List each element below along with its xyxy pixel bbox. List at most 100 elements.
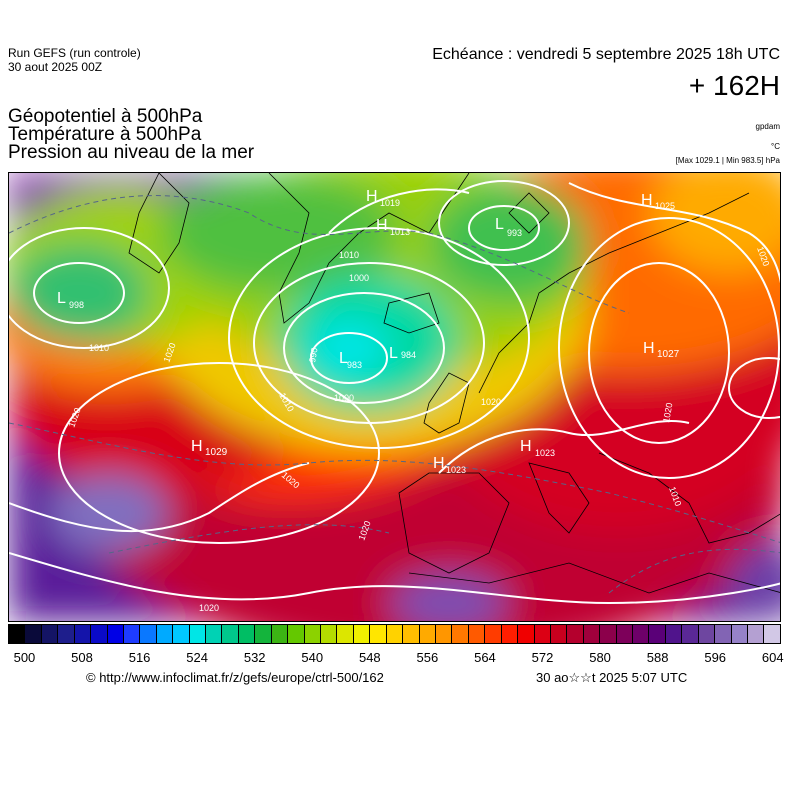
color-swatch: [403, 625, 420, 643]
color-swatch: [123, 625, 141, 643]
color-swatch: [353, 625, 371, 643]
isobar-label: 1020: [481, 397, 501, 407]
color-swatch: [518, 625, 535, 643]
color-swatch: [321, 625, 338, 643]
color-scale-tick: 556: [416, 650, 439, 665]
color-swatch: [91, 625, 108, 643]
high-center: H: [376, 217, 388, 234]
map-canvas: H 1019 H 1013 L 993 L 998 L 983 L 984 H …: [9, 173, 780, 621]
run-date: 30 aout 2025 00Z: [8, 60, 103, 74]
color-swatch: [337, 625, 354, 643]
color-swatch: [649, 625, 666, 643]
field-temperature: Température à 500hPa: [8, 124, 202, 145]
run-model: Run GEFS (run controle): [8, 46, 141, 60]
field-titles: Géopotentiel à 500hPa Température à 500h…: [8, 106, 255, 163]
high-center: H: [641, 192, 653, 209]
low-center: L: [57, 290, 66, 307]
high-center-value: 1013: [390, 227, 410, 237]
high-center: H: [643, 340, 655, 357]
high-center-value: 1027: [657, 349, 680, 360]
color-swatch: [9, 625, 26, 643]
color-scale-tick: 540: [301, 650, 324, 665]
color-swatch: [156, 625, 174, 643]
color-swatch: [386, 625, 404, 643]
color-scale-tick: 580: [589, 650, 611, 665]
low-center: L: [339, 350, 348, 367]
isobar-label: 1020: [661, 402, 674, 423]
color-scale-tick: 532: [243, 650, 266, 665]
color-swatch: [485, 625, 502, 643]
field-pressure: Pression au niveau de la mer: [8, 142, 255, 163]
high-center-value: 1025: [655, 201, 675, 211]
color-scale-tick: 524: [186, 650, 208, 665]
color-swatch: [764, 625, 780, 643]
color-swatch: [255, 625, 272, 643]
color-swatch: [567, 625, 584, 643]
color-scale-tick: 500: [13, 650, 36, 665]
isobar-label: 1010: [89, 343, 109, 353]
color-swatch: [698, 625, 716, 643]
color-swatch: [452, 625, 469, 643]
color-scale-tick: 564: [474, 650, 496, 665]
lead-time: + 162H: [688, 70, 780, 101]
isobar-label: 1010: [339, 250, 359, 260]
color-swatch: [419, 625, 436, 643]
color-scale-tick: 508: [71, 650, 93, 665]
geopotential-shading: [9, 173, 780, 621]
color-scale: [8, 624, 781, 644]
color-scale-tick: 604: [761, 650, 784, 665]
color-scale-tick: 548: [358, 650, 381, 665]
color-swatch: [304, 625, 322, 643]
color-swatch: [173, 625, 190, 643]
field-geopotential: Géopotentiel à 500hPa: [8, 106, 203, 127]
low-center-value: 998: [69, 300, 84, 310]
color-swatch: [468, 625, 486, 643]
generated-time: 30 ao☆☆t 2025 5:07 UTC: [536, 670, 688, 685]
low-center: L: [389, 345, 398, 362]
color-swatch: [501, 625, 519, 643]
color-swatch: [74, 625, 92, 643]
isobar-label: 1000: [349, 273, 369, 283]
color-swatch: [633, 625, 650, 643]
color-swatch: [25, 625, 42, 643]
low-center: L: [495, 216, 504, 233]
isotherms: [9, 195, 780, 594]
unit-gpdam: gpdam: [755, 122, 780, 131]
color-swatch: [238, 625, 256, 643]
color-scale-tick: 516: [128, 650, 151, 665]
color-swatch: [222, 625, 239, 643]
color-swatch: [435, 625, 453, 643]
source-credit: © http://www.infoclimat.fr/z/gefs/europe…: [86, 670, 384, 685]
low-center-value: 993: [507, 228, 522, 238]
high-center: H: [191, 438, 203, 455]
isobar-label: 1000: [334, 393, 354, 403]
high-center-value: 1029: [205, 447, 228, 458]
color-swatch: [58, 625, 75, 643]
high-center-value: 1023: [535, 448, 555, 458]
color-swatch: [206, 625, 223, 643]
low-center-value: 984: [401, 350, 416, 360]
run-info: Run GEFS (run controle) 30 aout 2025 00Z: [8, 46, 141, 74]
color-scale-tick: 596: [704, 650, 727, 665]
color-swatch: [747, 625, 765, 643]
color-swatch: [682, 625, 699, 643]
high-center-value: 1019: [380, 198, 400, 208]
min-max-pressure: [Max 1029.1 | Min 983.5] hPa: [675, 156, 780, 165]
color-swatch: [41, 625, 59, 643]
forecast-valid-time: Echéance : vendredi 5 septembre 2025 18h…: [432, 46, 780, 63]
isobar-label: 1020: [199, 603, 219, 613]
color-swatch: [370, 625, 387, 643]
color-swatch: [616, 625, 634, 643]
color-swatch: [107, 625, 124, 643]
color-swatch: [271, 625, 289, 643]
weather-map[interactable]: H 1019 H 1013 L 993 L 998 L 983 L 984 H …: [8, 172, 781, 622]
unit-celsius: °C: [771, 142, 780, 151]
color-scale-tick: 572: [531, 650, 554, 665]
high-center: H: [366, 188, 378, 205]
color-swatch: [534, 625, 551, 643]
color-swatch: [715, 625, 732, 643]
color-scale-tick: 588: [646, 650, 669, 665]
high-center-value: 1023: [446, 465, 466, 475]
color-swatch: [583, 625, 601, 643]
color-swatch: [731, 625, 748, 643]
